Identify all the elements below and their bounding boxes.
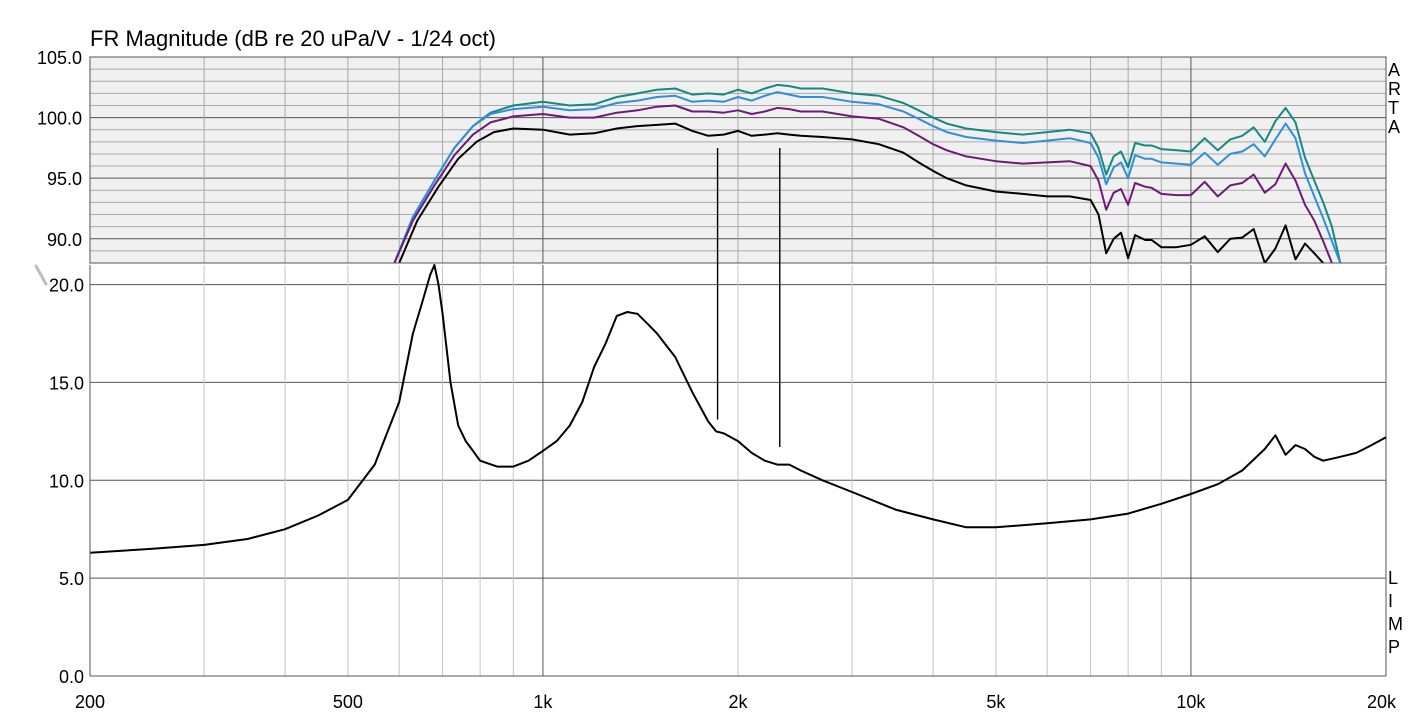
fr-side-letter: T <box>1388 98 1399 118</box>
impedance-y-tick-label: 20.0 <box>49 276 84 296</box>
impedance-panel: 20.0 15.0 10.0 5.0 0.0 200 500 1k 2k 5k 10k 20k LI… <box>49 148 1403 712</box>
impedance-y-tick-label: 15.0 <box>49 373 84 393</box>
impedance-y-tick-label: 5.0 <box>59 569 84 589</box>
fr-series-line-3 <box>393 104 1333 263</box>
frequency-x-tick-label: 2k <box>728 692 748 712</box>
impedance-side-letter: P <box>1388 637 1400 657</box>
fr-plot-frame <box>89 56 1387 264</box>
fr-y-tick-label: 90.0 <box>47 230 82 250</box>
impedance-series-line-1 <box>89 264 1387 554</box>
impedance-y-tick-label: 0.0 <box>59 667 84 687</box>
fr-chart-title: FR Magnitude (dB re 20 uPa/V - 1/24 oct) <box>90 26 496 51</box>
fr-y-tick-label: 105.0 <box>37 48 82 68</box>
frequency-x-tick-label: 1k <box>533 692 553 712</box>
frequency-x-tick-label: 200 <box>75 692 105 712</box>
impedance-grid <box>90 265 1387 676</box>
panel-resize-grip[interactable] <box>34 264 48 286</box>
fr-y-tick-label: 100.0 <box>37 109 82 129</box>
cursor-markers <box>716 148 781 448</box>
impedance-y-tick-label: 10.0 <box>49 471 84 491</box>
frequency-x-tick-label: 20k <box>1367 692 1397 712</box>
fr-series-lines <box>393 83 1342 263</box>
frequency-x-axis: 200 500 1k 2k 5k 10k 20k <box>75 692 1397 712</box>
fr-panel: FR Magnitude (dB re 20 uPa/V - 1/24 oct)… <box>37 26 1401 264</box>
fr-side-letter: A <box>1388 60 1400 80</box>
fr-series-line-1 <box>393 83 1342 263</box>
impedance-series-line <box>89 264 1387 554</box>
impedance-side-letter: L <box>1388 568 1398 588</box>
fr-side-letter: A <box>1388 117 1400 137</box>
impedance-side-letter: I <box>1388 591 1393 611</box>
impedance-side-letter: M <box>1388 614 1403 634</box>
frequency-x-tick-label: 500 <box>333 692 363 712</box>
fr-side-letter: R <box>1388 79 1401 99</box>
fr-y-axis: 105.0 100.0 95.0 90.0 <box>37 48 82 250</box>
fr-y-tick-label: 95.0 <box>47 169 82 189</box>
fr-series-line-2 <box>393 91 1342 263</box>
impedance-y-axis: 20.0 15.0 10.0 5.0 0.0 <box>49 276 84 687</box>
frequency-x-tick-label: 5k <box>986 692 1006 712</box>
fr-series-line-4 <box>398 122 1324 263</box>
frequency-x-tick-label: 10k <box>1176 692 1206 712</box>
